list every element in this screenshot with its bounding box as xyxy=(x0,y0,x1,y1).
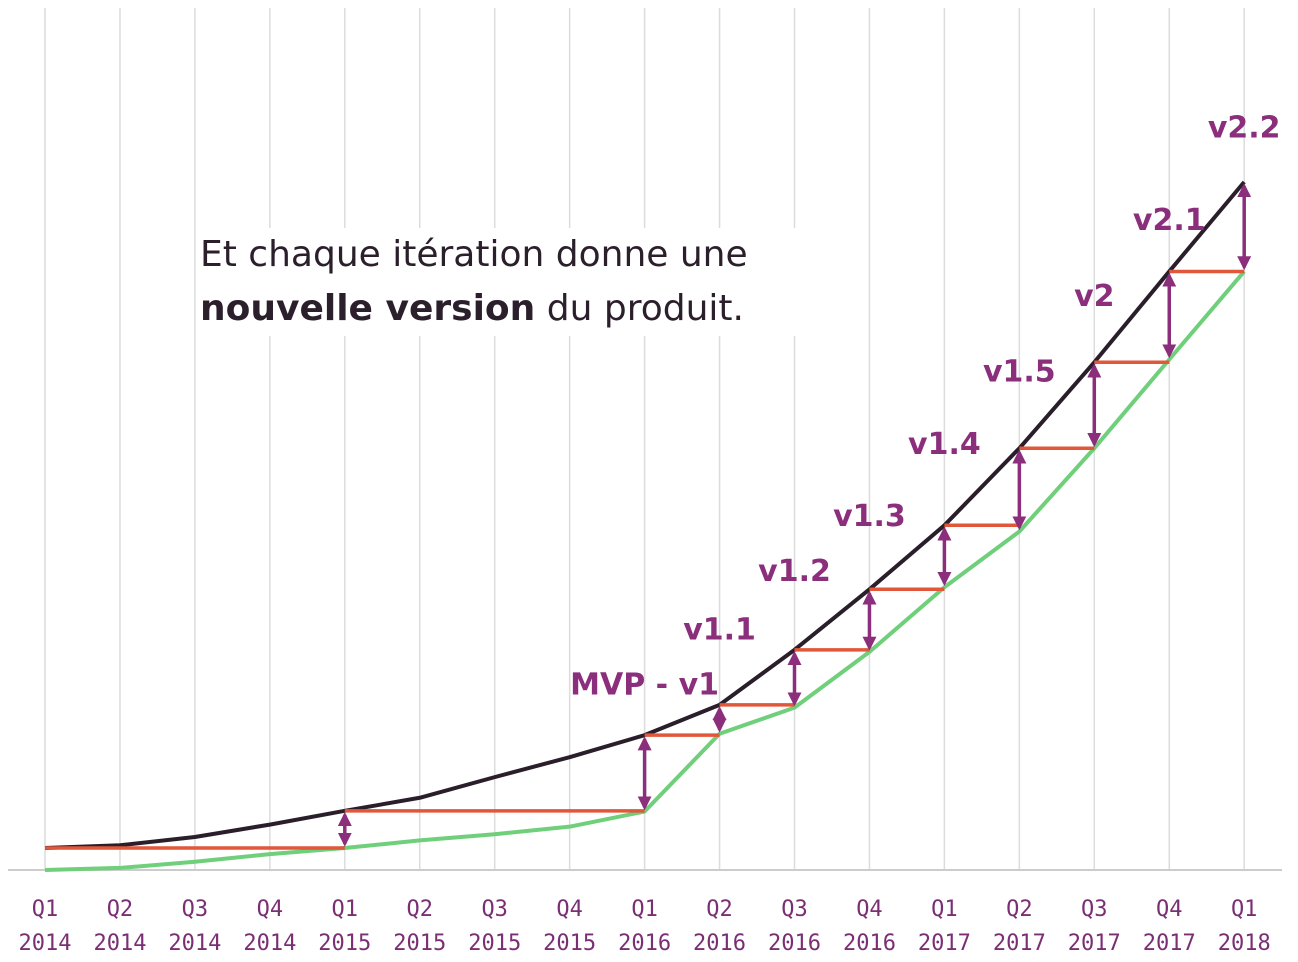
version-label: v1.4 xyxy=(908,427,981,462)
tick-label-quarter: Q1 xyxy=(931,897,958,922)
tick-label-year: 2016 xyxy=(618,931,671,956)
tick-label-year: 2017 xyxy=(1068,931,1121,956)
headline-line1: Et chaque itération donne une xyxy=(200,234,748,275)
tick-label-quarter: Q2 xyxy=(107,897,134,922)
tick-label-quarter: Q3 xyxy=(481,897,508,922)
tick-label-year: 2015 xyxy=(318,931,371,956)
tick-label-year: 2016 xyxy=(843,931,896,956)
tick-label-year: 2014 xyxy=(168,931,221,956)
tick-label-year: 2015 xyxy=(468,931,521,956)
tick-label-quarter: Q3 xyxy=(182,897,209,922)
version-label: v1.2 xyxy=(758,554,831,589)
version-label: v1.5 xyxy=(983,355,1056,390)
headline: Et chaque itération donne une nouvelle v… xyxy=(196,228,844,336)
tick-label-quarter: Q4 xyxy=(556,897,583,922)
tick-label-year: 2016 xyxy=(693,931,746,956)
tick-label-quarter: Q2 xyxy=(706,897,733,922)
version-label: v2 xyxy=(1074,279,1114,314)
version-label: v1.1 xyxy=(683,613,756,648)
tick-label-quarter: Q2 xyxy=(1006,897,1033,922)
tick-label-quarter: Q1 xyxy=(32,897,59,922)
tick-label-year: 2016 xyxy=(768,931,821,956)
tick-label-quarter: Q3 xyxy=(1081,897,1108,922)
tick-label-year: 2014 xyxy=(243,931,296,956)
version-label: v2.2 xyxy=(1208,110,1281,145)
tick-label-year: 2017 xyxy=(993,931,1046,956)
tick-label-year: 2015 xyxy=(393,931,446,956)
tick-label-quarter: Q1 xyxy=(1231,897,1258,922)
tick-label-quarter: Q1 xyxy=(631,897,658,922)
tick-label-year: 2014 xyxy=(19,931,72,956)
version-label: MVP - v1 xyxy=(570,668,719,703)
tick-label-quarter: Q4 xyxy=(856,897,883,922)
tick-label-quarter: Q1 xyxy=(332,897,359,922)
tick-label-year: 2017 xyxy=(918,931,971,956)
tick-label-quarter: Q2 xyxy=(407,897,434,922)
version-label: v1.3 xyxy=(833,499,906,534)
tick-label-quarter: Q3 xyxy=(781,897,808,922)
tick-label-year: 2014 xyxy=(93,931,146,956)
tick-label-quarter: Q4 xyxy=(257,897,284,922)
tick-label-year: 2017 xyxy=(1143,931,1196,956)
version-label: v2.1 xyxy=(1133,203,1206,238)
headline-rest: du produit. xyxy=(535,288,744,329)
tick-label-quarter: Q4 xyxy=(1156,897,1183,922)
headline-bold: nouvelle version xyxy=(200,288,536,329)
tick-label-year: 2015 xyxy=(543,931,596,956)
tick-label-year: 2018 xyxy=(1218,931,1271,956)
